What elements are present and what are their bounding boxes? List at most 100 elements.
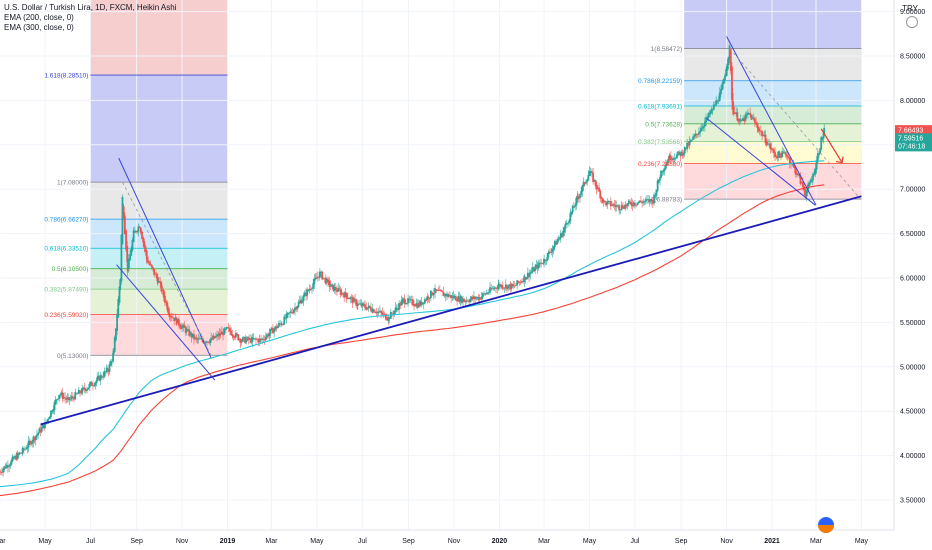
y-tick-label: 6.00000 bbox=[900, 276, 925, 283]
candle-body bbox=[816, 153, 819, 162]
candle-body bbox=[781, 151, 784, 158]
candle-body bbox=[187, 329, 189, 330]
candle-body bbox=[17, 453, 20, 455]
candle-body bbox=[446, 293, 448, 297]
candle-body bbox=[138, 227, 141, 229]
y-tick-label: 5.50000 bbox=[900, 320, 925, 327]
candle-body bbox=[516, 280, 519, 286]
candle-body bbox=[603, 200, 606, 202]
candle-body bbox=[7, 465, 9, 468]
fib-level-label: 1(8.58472) bbox=[651, 46, 682, 53]
candle-body bbox=[710, 109, 713, 113]
candle-body bbox=[562, 231, 565, 237]
x-tick-label: Mar bbox=[538, 538, 551, 545]
candle-body bbox=[93, 385, 96, 387]
candle-body bbox=[308, 288, 311, 291]
candle-body bbox=[699, 130, 701, 133]
candle-body bbox=[607, 201, 610, 203]
candle-body bbox=[770, 147, 773, 150]
candle-body bbox=[227, 327, 230, 329]
candle-body bbox=[373, 309, 375, 313]
trendline bbox=[40, 195, 862, 426]
candle-body bbox=[700, 127, 703, 132]
x-tick-label: Mar bbox=[265, 538, 278, 545]
candle-body bbox=[551, 248, 554, 253]
candle-body bbox=[288, 312, 290, 314]
candle-body bbox=[450, 295, 453, 299]
candle-body bbox=[729, 48, 732, 71]
candle-body bbox=[14, 455, 16, 459]
candle-body bbox=[608, 201, 611, 202]
candle-body bbox=[434, 288, 436, 294]
candle-body bbox=[38, 428, 41, 434]
candle-body bbox=[142, 237, 145, 243]
candle-body bbox=[376, 311, 379, 314]
candle-body bbox=[522, 281, 524, 283]
candle-body bbox=[240, 341, 243, 343]
y-tick-label: 8.00000 bbox=[900, 98, 925, 105]
candle-body bbox=[74, 392, 77, 400]
x-tick-label: 2020 bbox=[492, 538, 508, 545]
candle-body bbox=[1, 472, 3, 474]
candle-body bbox=[480, 296, 483, 300]
candle-body bbox=[209, 340, 212, 343]
candle-body bbox=[106, 368, 109, 372]
candle-body bbox=[210, 337, 213, 341]
candle-body bbox=[216, 334, 218, 337]
candle-body bbox=[356, 303, 359, 306]
candle-body bbox=[375, 312, 378, 314]
candle-body bbox=[220, 331, 223, 335]
candle-body bbox=[112, 350, 115, 355]
candle-body bbox=[427, 296, 430, 299]
candle-body bbox=[785, 154, 788, 157]
candle-body bbox=[101, 376, 103, 378]
candle-body bbox=[188, 329, 191, 336]
candle-body bbox=[318, 271, 321, 278]
candle-body bbox=[673, 158, 676, 160]
fib-level-label: 0.786(8.22159) bbox=[638, 78, 682, 85]
candle-body bbox=[686, 142, 689, 149]
y-tick-label: 4.50000 bbox=[900, 409, 925, 416]
fib-diagonal bbox=[122, 181, 212, 356]
candle-body bbox=[465, 300, 468, 302]
candle-body bbox=[510, 283, 513, 289]
candle-body bbox=[105, 367, 108, 372]
candle-body bbox=[195, 337, 198, 339]
candle-body bbox=[635, 204, 638, 206]
candle-body bbox=[87, 387, 90, 390]
candle-body bbox=[659, 177, 661, 181]
candle-body bbox=[223, 328, 226, 335]
symbol-title[interactable]: U.S. Dollar / Turkish Lira, 1D, FXCM, He… bbox=[4, 3, 177, 12]
candle-body bbox=[324, 277, 327, 284]
candle-body bbox=[66, 398, 69, 400]
candle-body bbox=[648, 199, 651, 203]
candle-body bbox=[61, 392, 64, 399]
settings-icon[interactable] bbox=[906, 16, 918, 28]
candle-body bbox=[572, 206, 575, 208]
candle-body bbox=[365, 307, 368, 310]
candle-body bbox=[208, 342, 211, 344]
candle-body bbox=[596, 187, 599, 189]
candle-body bbox=[741, 119, 743, 121]
candle-body bbox=[156, 277, 159, 284]
ema200-legend[interactable]: EMA (200, close, 0) bbox=[4, 13, 74, 22]
fibonacci-bands bbox=[90, 0, 862, 356]
candle-body bbox=[474, 296, 477, 300]
x-tick-label: Sep bbox=[130, 538, 143, 545]
candle-body bbox=[460, 297, 463, 304]
ema300-legend[interactable]: EMA (300, close, 0) bbox=[4, 23, 74, 32]
candle-body bbox=[748, 112, 750, 114]
candle-body bbox=[364, 304, 366, 308]
candle-body bbox=[792, 163, 795, 166]
candle-body bbox=[796, 173, 798, 176]
candle-body bbox=[571, 205, 574, 213]
candle-body bbox=[167, 308, 170, 314]
candle-body bbox=[736, 112, 739, 121]
candle-body bbox=[342, 292, 344, 295]
candle-body bbox=[542, 263, 545, 264]
candle-body bbox=[37, 432, 40, 435]
candle-body bbox=[257, 339, 260, 343]
candle-body bbox=[800, 181, 803, 183]
candle-body bbox=[126, 245, 129, 262]
